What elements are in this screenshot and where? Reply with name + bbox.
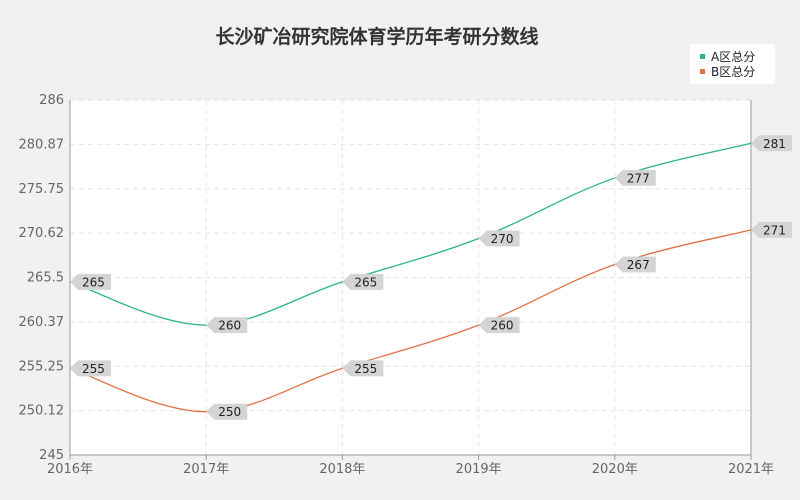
y-tick-label: 286 xyxy=(39,93,64,108)
y-tick-label: 255.25 xyxy=(19,359,65,374)
data-label: 255 xyxy=(342,360,384,377)
y-tick-label: 250.12 xyxy=(19,404,65,419)
data-label-bg xyxy=(70,273,111,290)
data-label-bg xyxy=(342,360,384,377)
data-label-text: 260 xyxy=(218,319,241,333)
y-tick-label: 280.87 xyxy=(19,137,65,152)
y-tick-label: 245 xyxy=(39,448,64,463)
data-label-text: 265 xyxy=(354,275,377,289)
data-label-bg xyxy=(206,403,248,420)
data-label-bg xyxy=(478,230,520,247)
data-label-bg xyxy=(751,221,792,238)
x-tick-label: 2019年 xyxy=(456,462,502,477)
legend-label[interactable]: A区总分 xyxy=(711,50,755,64)
data-label-bg xyxy=(342,273,384,290)
data-label-text: 255 xyxy=(354,362,377,376)
grid xyxy=(70,99,751,455)
data-label-bg xyxy=(751,135,792,152)
data-label-text: 260 xyxy=(491,319,514,333)
data-label: 260 xyxy=(478,317,520,334)
x-tick-label: 2020年 xyxy=(592,462,638,477)
data-label: 277 xyxy=(614,169,656,186)
data-labels: 265 260 265 270 277 281 255 250 255 260 267 271 xyxy=(70,135,792,420)
data-label-bg xyxy=(478,317,520,334)
data-label: 255 xyxy=(70,360,111,377)
legend-swatch xyxy=(700,69,705,74)
y-tick-label: 260.37 xyxy=(19,315,65,330)
axes: 245 250.12 255.25 260.37 265.5 270.62 275.75 28… xyxy=(19,93,775,477)
y-tick-label: 275.75 xyxy=(19,182,65,197)
chart-title: 长沙矿冶研究院体育学历年考研分数线 xyxy=(215,25,538,48)
y-tick-label: 265.5 xyxy=(27,271,64,286)
data-label: 265 xyxy=(342,273,384,290)
x-tick-label: 2017年 xyxy=(183,462,229,477)
data-label: 250 xyxy=(206,403,248,420)
data-label: 271 xyxy=(751,221,792,238)
x-tick-label: 2021年 xyxy=(728,462,774,477)
legend-box xyxy=(690,44,775,84)
data-label-bg xyxy=(614,169,656,186)
data-label-text: 270 xyxy=(491,232,514,246)
data-label: 260 xyxy=(206,317,248,334)
data-label-bg xyxy=(70,360,111,377)
data-label: 265 xyxy=(70,273,111,290)
data-label-text: 281 xyxy=(763,137,786,151)
legend-label[interactable]: B区总分 xyxy=(711,65,755,79)
y-tick-label: 270.62 xyxy=(19,226,65,241)
data-label-text: 267 xyxy=(627,258,650,272)
data-label: 267 xyxy=(614,256,656,273)
data-label-text: 277 xyxy=(627,171,650,185)
data-label: 281 xyxy=(751,135,792,152)
data-label-bg xyxy=(206,317,248,334)
data-label-text: 255 xyxy=(82,362,105,376)
data-label-text: 265 xyxy=(82,275,105,289)
data-label-bg xyxy=(614,256,656,273)
data-label-text: 271 xyxy=(763,223,786,237)
data-label-text: 250 xyxy=(218,405,241,419)
x-tick-label: 2016年 xyxy=(47,462,93,477)
legend-swatch xyxy=(700,54,705,59)
x-tick-label: 2018年 xyxy=(319,462,365,477)
data-label: 270 xyxy=(478,230,520,247)
